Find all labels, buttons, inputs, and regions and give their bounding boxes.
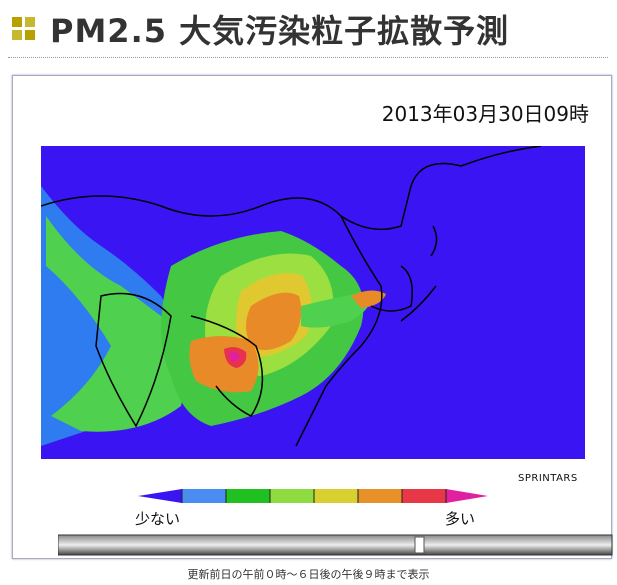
scale-high-label: 多い	[445, 510, 476, 528]
footer-note: 更新前日の午前０時～６日後の午後９時まで表示	[187, 568, 430, 581]
page-title: PM2.5 大気汚染粒子拡散予測	[50, 12, 510, 50]
timestamp: 2013年03月30日09時	[381, 102, 589, 126]
divider	[8, 57, 608, 58]
color-scale	[138, 489, 488, 503]
title-icon	[12, 17, 35, 40]
map-credit: SPRINTARS	[518, 473, 578, 484]
time-slider[interactable]	[58, 533, 614, 557]
scale-low-label: 少ない	[135, 510, 181, 528]
slider-thumb[interactable]	[414, 536, 425, 554]
pollution-map	[41, 146, 585, 459]
forecast-panel: 2013年03月30日09時 SPRINTARS 少な	[12, 75, 612, 559]
header: PM2.5 大気汚染粒子拡散予測	[0, 0, 617, 58]
